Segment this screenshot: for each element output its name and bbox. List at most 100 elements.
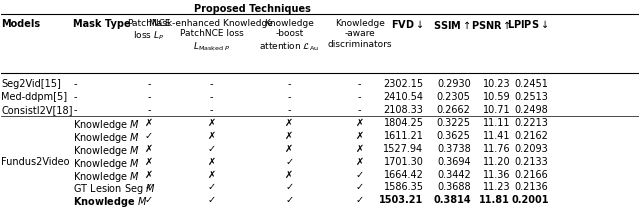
Text: 0.2093: 0.2093	[515, 144, 548, 154]
Text: 0.3688: 0.3688	[437, 183, 470, 192]
Text: ✓: ✓	[285, 183, 293, 192]
Text: 11.41: 11.41	[483, 131, 510, 141]
Text: ConsistI2V[18]: ConsistI2V[18]	[1, 105, 73, 115]
Text: 0.2513: 0.2513	[515, 92, 548, 102]
Text: FVD$\downarrow$: FVD$\downarrow$	[391, 19, 424, 30]
Text: 0.2136: 0.2136	[515, 183, 548, 192]
Text: 11.81: 11.81	[479, 195, 510, 205]
Text: Knowledge $M$: Knowledge $M$	[74, 118, 140, 132]
Text: 2108.33: 2108.33	[383, 105, 424, 115]
Text: -: -	[210, 105, 213, 115]
Text: 11.76: 11.76	[483, 144, 510, 154]
Text: ✓: ✓	[356, 170, 364, 180]
Text: ✗: ✗	[145, 170, 153, 180]
Text: Knowledge
-aware
discriminators: Knowledge -aware discriminators	[327, 19, 392, 49]
Text: Proposed Techniques: Proposed Techniques	[194, 4, 311, 14]
Text: ✓: ✓	[356, 195, 364, 205]
Text: ✗: ✗	[207, 170, 216, 180]
Text: ✗: ✗	[285, 118, 293, 128]
Text: ✓: ✓	[145, 131, 153, 141]
Text: ✗: ✗	[356, 144, 364, 154]
Text: ✗: ✗	[285, 170, 293, 180]
Text: ✗: ✗	[145, 144, 153, 154]
Text: LPIPS$\downarrow$: LPIPS$\downarrow$	[508, 19, 548, 30]
Text: -: -	[358, 80, 362, 89]
Text: 1804.25: 1804.25	[383, 118, 424, 128]
Text: -: -	[287, 80, 291, 89]
Text: 0.3814: 0.3814	[433, 195, 470, 205]
Text: Models: Models	[1, 19, 40, 29]
Text: ✗: ✗	[207, 131, 216, 141]
Text: -: -	[358, 105, 362, 115]
Text: 1701.30: 1701.30	[383, 157, 424, 167]
Text: -: -	[287, 105, 291, 115]
Text: Fundus2Video: Fundus2Video	[1, 157, 70, 167]
Text: 2410.54: 2410.54	[383, 92, 424, 102]
Text: ✗: ✗	[207, 157, 216, 167]
Text: 11.36: 11.36	[483, 170, 510, 180]
Text: 0.2213: 0.2213	[515, 118, 548, 128]
Text: 11.11: 11.11	[483, 118, 510, 128]
Text: Med-ddpm[5]: Med-ddpm[5]	[1, 92, 67, 102]
Text: ✓: ✓	[285, 157, 293, 167]
Text: -: -	[210, 92, 213, 102]
Text: PatchNCE
loss $L_P$: PatchNCE loss $L_P$	[127, 19, 171, 42]
Text: ✓: ✓	[207, 144, 216, 154]
Text: Knowledge $M$: Knowledge $M$	[74, 131, 140, 145]
Text: Knowledge
-boost
attention $\mathcal{L}_{\mathrm{Au}}$: Knowledge -boost attention $\mathcal{L}_…	[259, 19, 319, 53]
Text: ✗: ✗	[356, 157, 364, 167]
Text: 0.3442: 0.3442	[437, 170, 470, 180]
Text: 0.3625: 0.3625	[437, 131, 470, 141]
Text: GT Lesion Seg $M$: GT Lesion Seg $M$	[74, 183, 156, 197]
Text: -: -	[74, 80, 77, 89]
Text: 0.2662: 0.2662	[437, 105, 470, 115]
Text: ✗: ✗	[285, 131, 293, 141]
Text: 2302.15: 2302.15	[383, 80, 424, 89]
Text: -: -	[147, 105, 150, 115]
Text: Knowledge $M$: Knowledge $M$	[74, 144, 140, 158]
Text: 0.3738: 0.3738	[437, 144, 470, 154]
Text: 0.3225: 0.3225	[436, 118, 470, 128]
Text: -: -	[147, 80, 150, 89]
Text: Mask Type: Mask Type	[74, 19, 131, 29]
Text: Mask-enhanced Knowledge
PatchNCE loss
$L_{\mathrm{Masked}\ P}$: Mask-enhanced Knowledge PatchNCE loss $L…	[150, 19, 273, 53]
Text: Knowledge $M$: Knowledge $M$	[74, 195, 148, 209]
Text: Knowledge $M$: Knowledge $M$	[74, 170, 140, 184]
Text: 0.2930: 0.2930	[437, 80, 470, 89]
Text: 10.59: 10.59	[483, 92, 510, 102]
Text: ✓: ✓	[145, 195, 153, 205]
Text: -: -	[358, 92, 362, 102]
Text: 1664.42: 1664.42	[383, 170, 424, 180]
Text: 1611.21: 1611.21	[383, 131, 424, 141]
Text: 10.23: 10.23	[483, 80, 510, 89]
Text: ✗: ✗	[285, 144, 293, 154]
Text: -: -	[287, 92, 291, 102]
Text: 0.2451: 0.2451	[515, 80, 548, 89]
Text: ✗: ✗	[145, 157, 153, 167]
Text: ✓: ✓	[356, 183, 364, 192]
Text: -: -	[210, 80, 213, 89]
Text: ✓: ✓	[207, 195, 216, 205]
Text: 0.2305: 0.2305	[437, 92, 470, 102]
Text: 1586.35: 1586.35	[383, 183, 424, 192]
Text: 10.71: 10.71	[483, 105, 510, 115]
Text: -: -	[147, 92, 150, 102]
Text: 1527.94: 1527.94	[383, 144, 424, 154]
Text: ✓: ✓	[285, 195, 293, 205]
Text: ✓: ✓	[145, 183, 153, 192]
Text: 0.2001: 0.2001	[511, 195, 548, 205]
Text: 11.20: 11.20	[483, 157, 510, 167]
Text: SSIM$\uparrow$: SSIM$\uparrow$	[433, 19, 470, 31]
Text: 1503.21: 1503.21	[380, 195, 424, 205]
Text: 0.3694: 0.3694	[437, 157, 470, 167]
Text: PSNR$\uparrow$: PSNR$\uparrow$	[470, 19, 510, 31]
Text: 0.2133: 0.2133	[515, 157, 548, 167]
Text: ✗: ✗	[356, 118, 364, 128]
Text: 0.2162: 0.2162	[515, 131, 548, 141]
Text: -: -	[74, 92, 77, 102]
Text: 0.2498: 0.2498	[515, 105, 548, 115]
Text: 11.23: 11.23	[483, 183, 510, 192]
Text: -: -	[74, 105, 77, 115]
Text: 0.2166: 0.2166	[515, 170, 548, 180]
Text: ✗: ✗	[145, 118, 153, 128]
